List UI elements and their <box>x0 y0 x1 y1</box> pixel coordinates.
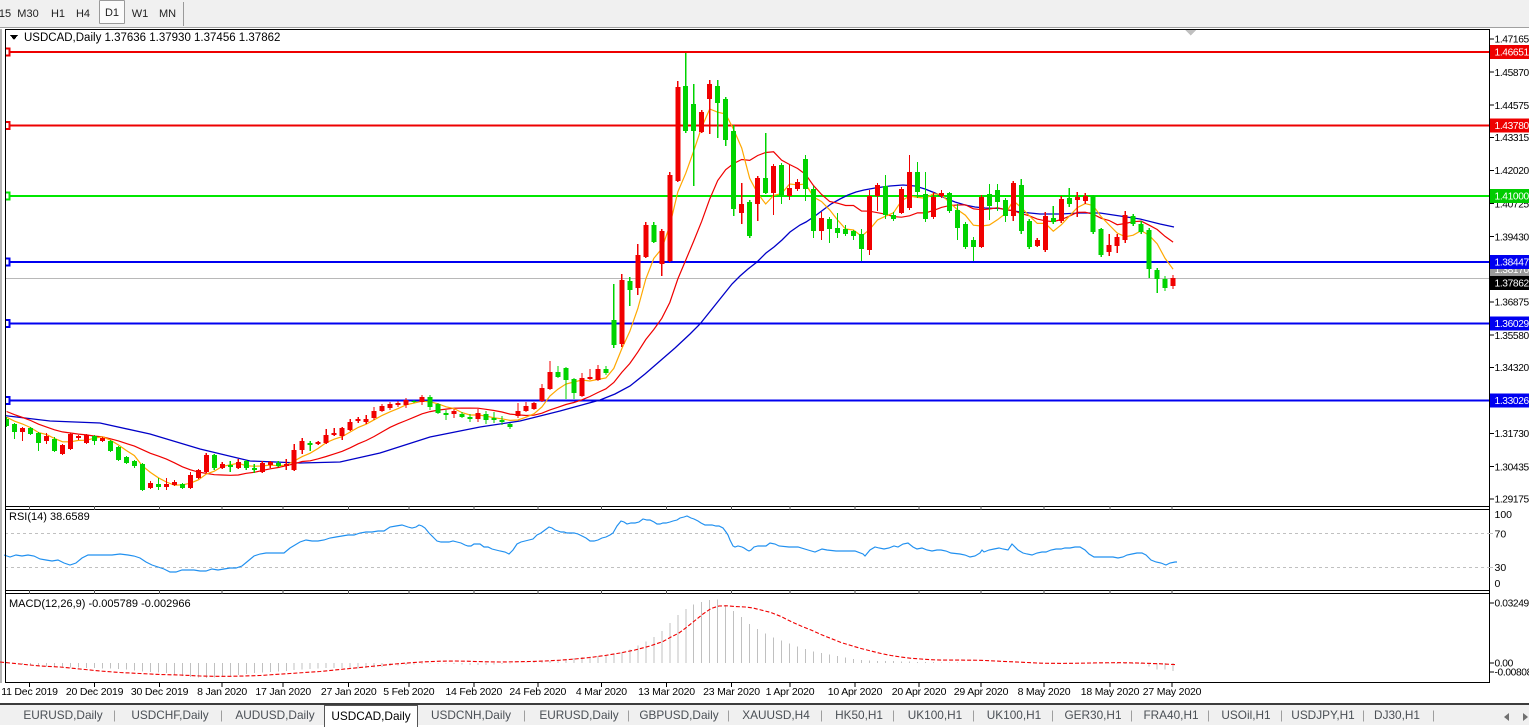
svg-text:RSI(14) 38.6589: RSI(14) 38.6589 <box>9 511 90 523</box>
svg-text:1.43315: 1.43315 <box>1495 133 1529 144</box>
svg-text:5 Feb 2020: 5 Feb 2020 <box>383 686 434 698</box>
svg-text:USDCAD,Daily 1.37636 1.37930: USDCAD,Daily 1.37636 1.37930 1.37456 1.3… <box>24 32 280 44</box>
svg-text:20 Dec 2019: 20 Dec 2019 <box>66 686 124 698</box>
svg-text:70: 70 <box>1495 529 1507 541</box>
svg-text:1 Apr 2020: 1 Apr 2020 <box>766 686 815 698</box>
svg-text:18 May 2020: 18 May 2020 <box>1081 686 1140 698</box>
svg-text:0: 0 <box>1495 578 1501 590</box>
svg-text:11 Dec 2019: 11 Dec 2019 <box>1 686 58 698</box>
svg-text:1.36029: 1.36029 <box>1495 319 1529 330</box>
svg-text:-0.00808: -0.00808 <box>1495 668 1529 679</box>
svg-text:29 Apr 2020: 29 Apr 2020 <box>954 686 1009 698</box>
svg-text:20 Apr 2020: 20 Apr 2020 <box>892 686 947 698</box>
svg-text:1.44575: 1.44575 <box>1495 101 1529 112</box>
svg-text:30: 30 <box>1495 562 1507 574</box>
svg-text:23 Mar 2020: 23 Mar 2020 <box>703 686 760 698</box>
svg-text:1.34320: 1.34320 <box>1495 363 1529 374</box>
svg-text:1.42020: 1.42020 <box>1495 166 1529 177</box>
svg-text:30 Dec 2019: 30 Dec 2019 <box>131 686 189 698</box>
svg-text:14 Feb 2020: 14 Feb 2020 <box>445 686 502 698</box>
svg-text:1.37862: 1.37862 <box>1495 279 1529 290</box>
svg-text:4 Mar 2020: 4 Mar 2020 <box>576 686 627 698</box>
svg-text:13 Mar 2020: 13 Mar 2020 <box>638 686 695 698</box>
svg-text:8 Jan 2020: 8 Jan 2020 <box>197 686 247 698</box>
svg-text:27 Jan 2020: 27 Jan 2020 <box>321 686 377 698</box>
svg-text:1.33026: 1.33026 <box>1495 396 1529 407</box>
svg-text:1.46651: 1.46651 <box>1495 48 1529 59</box>
svg-text:24 Feb 2020: 24 Feb 2020 <box>509 686 566 698</box>
svg-text:17 Jan 2020: 17 Jan 2020 <box>255 686 311 698</box>
svg-text:1.45870: 1.45870 <box>1495 68 1529 79</box>
svg-text:1.41000: 1.41000 <box>1495 192 1529 203</box>
svg-text:1.39430: 1.39430 <box>1495 232 1529 243</box>
svg-text:8 May 2020: 8 May 2020 <box>1018 686 1071 698</box>
svg-text:MACD(12,26,9) -0.005789 -0.002: MACD(12,26,9) -0.005789 -0.002966 <box>9 598 191 610</box>
svg-text:1.47165: 1.47165 <box>1495 35 1529 46</box>
svg-text:1.30435: 1.30435 <box>1495 462 1529 473</box>
svg-text:1.36875: 1.36875 <box>1495 298 1529 309</box>
svg-text:1.31730: 1.31730 <box>1495 429 1529 440</box>
svg-text:0.032493: 0.032493 <box>1495 599 1529 610</box>
svg-text:1.43780: 1.43780 <box>1495 121 1529 132</box>
svg-text:1.38447: 1.38447 <box>1495 258 1529 269</box>
svg-text:1.29175: 1.29175 <box>1495 495 1529 506</box>
svg-text:10 Apr 2020: 10 Apr 2020 <box>828 686 883 698</box>
svg-text:27 May 2020: 27 May 2020 <box>1143 686 1202 698</box>
svg-text:100: 100 <box>1495 509 1513 521</box>
svg-text:1.35580: 1.35580 <box>1495 331 1529 342</box>
